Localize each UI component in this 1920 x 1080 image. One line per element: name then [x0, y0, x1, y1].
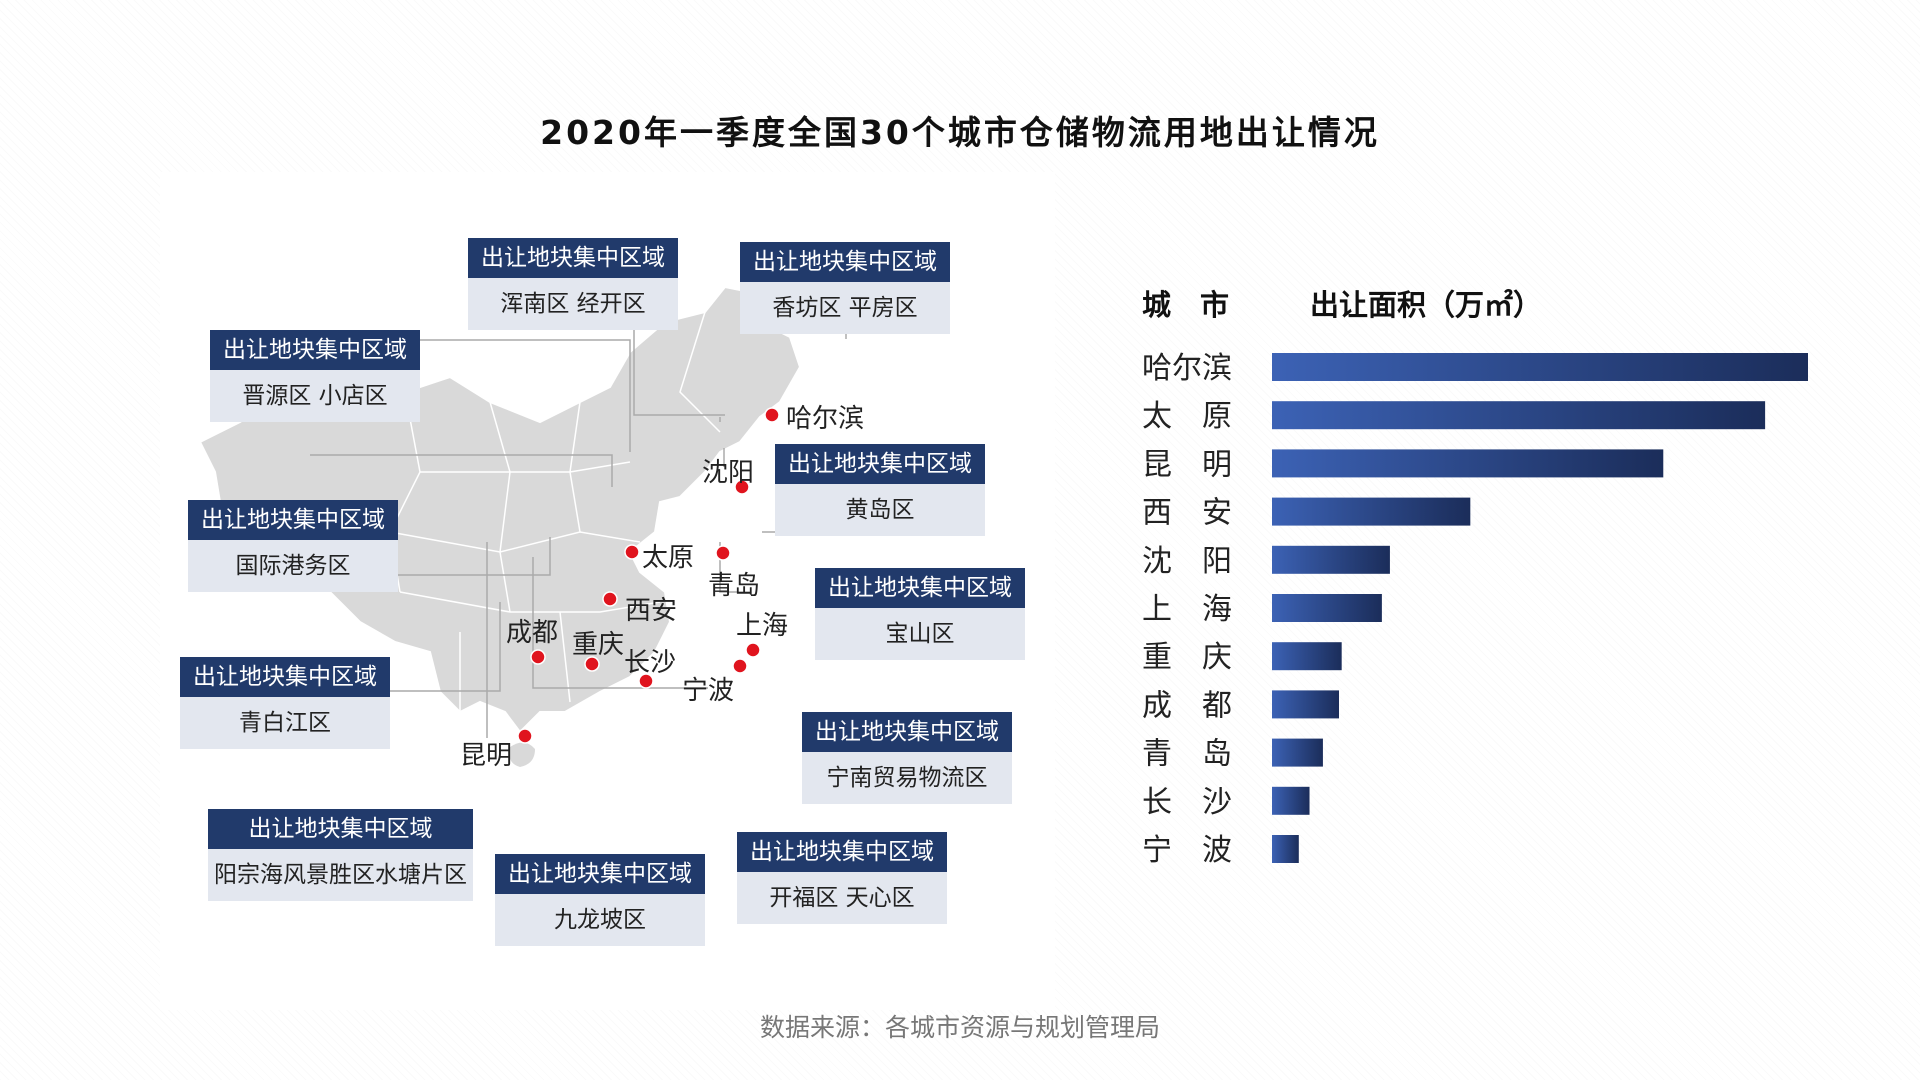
category-label: 成 都: [1142, 688, 1232, 723]
city-dot-chongqing: [584, 656, 600, 672]
city-dot-harbin: [764, 407, 780, 423]
callout-body: 宝山区: [815, 608, 1025, 660]
callout-body: 宁南贸易物流区: [802, 752, 1012, 804]
category-label: 上 海: [1142, 592, 1232, 627]
city-dot-changsha: [638, 673, 654, 689]
callout-header: 出让地块集中区域: [737, 832, 947, 872]
hainan-island: [509, 742, 535, 767]
callout-header: 出让地块集中区域: [495, 854, 705, 894]
callout-header: 出让地块集中区域: [188, 500, 398, 540]
category-label: 长 沙: [1142, 785, 1232, 820]
callout-header: 出让地块集中区域: [208, 809, 473, 849]
category-label: 太 原: [1142, 399, 1232, 434]
bar: [1272, 401, 1766, 430]
callout-body: 香坊区 平房区: [740, 282, 950, 334]
city-label-chongqing: 重庆: [572, 630, 625, 660]
callout-harbin: 出让地块集中区域 香坊区 平房区: [740, 242, 950, 334]
callout-header: 出让地块集中区域: [740, 242, 950, 282]
bar: [1272, 449, 1664, 478]
callout-header: 出让地块集中区域: [180, 657, 390, 697]
bar: [1272, 642, 1342, 671]
callout-qingdao: 出让地块集中区域 黄岛区: [775, 444, 985, 536]
callout-body: 九龙坡区: [495, 894, 705, 946]
city-dots: [517, 407, 780, 744]
bar: [1272, 545, 1390, 574]
category-label: 昆 明: [1142, 447, 1232, 482]
category-label: 沈 阳: [1142, 544, 1232, 579]
map-panel: 哈尔滨 沈阳 太原 青岛 西安 上海 成都 重庆 长沙 宁波 昆明 出让地块集中…: [160, 172, 1055, 1010]
callout-chongqing: 出让地块集中区域 九龙坡区: [495, 854, 705, 946]
callout-body: 青白江区: [180, 697, 390, 749]
callout-body: 国际港务区: [188, 540, 398, 592]
callout-body: 黄岛区: [775, 484, 985, 536]
callout-ningbo: 出让地块集中区域 宁南贸易物流区: [802, 712, 1012, 804]
bar: [1272, 786, 1310, 815]
callout-header: 出让地块集中区域: [802, 712, 1012, 752]
callout-body: 浑南区 经开区: [468, 278, 678, 330]
callout-chengdu: 出让地块集中区域 青白江区: [180, 657, 390, 749]
bar: [1272, 690, 1339, 719]
city-dot-shenyang: [734, 479, 750, 495]
category-label: 西 安: [1142, 496, 1232, 531]
callout-header: 出让地块集中区域: [775, 444, 985, 484]
header-value: 出让面积（万㎡）: [1310, 288, 1542, 322]
header-city: 城 市: [1142, 288, 1229, 322]
province-lines: [389, 311, 721, 712]
callout-changsha: 出让地块集中区域 开福区 天心区: [737, 832, 947, 924]
callout-taiyuan: 出让地块集中区域 晋源区 小店区: [210, 330, 420, 422]
city-label-shanghai: 上海: [736, 611, 789, 641]
bar: [1272, 835, 1299, 863]
callout-kunming: 出让地块集中区域 阳宗海风景胜区水塘片区: [208, 809, 473, 901]
category-label: 宁 波: [1142, 833, 1232, 868]
callout-body: 晋源区 小店区: [210, 370, 420, 422]
bar: [1272, 497, 1471, 526]
city-dot-qingdao: [715, 545, 731, 561]
city-label-shenyang: 沈阳: [702, 458, 755, 488]
city-dot-shanghai: [745, 642, 761, 658]
bar: [1272, 738, 1323, 767]
city-dot-ningbo: [732, 658, 748, 674]
callout-header: 出让地块集中区域: [468, 238, 678, 278]
city-label-chengdu: 成都: [506, 618, 559, 648]
city-label-ningbo: 宁波: [682, 676, 735, 706]
callout-header: 出让地块集中区域: [210, 330, 420, 370]
city-dot-xian: [602, 591, 618, 607]
city-label-xian: 西安: [625, 596, 678, 626]
bar: [1272, 353, 1808, 381]
callout-shenyang: 出让地块集中区域 浑南区 经开区: [468, 238, 678, 330]
source-note: 数据来源：各城市资源与规划管理局: [759, 1013, 1160, 1042]
callout-xian: 出让地块集中区域 国际港务区: [188, 500, 398, 592]
city-label-qingdao: 青岛: [708, 571, 761, 601]
city-dot-taiyuan: [624, 544, 640, 560]
callout-body: 阳宗海风景胜区水塘片区: [208, 849, 473, 901]
city-label-kunming: 昆明: [460, 741, 513, 771]
city-label-harbin: 哈尔滨: [786, 404, 865, 434]
city-dot-kunming: [517, 728, 533, 744]
category-label: 哈尔滨: [1142, 351, 1232, 386]
bar: [1272, 594, 1382, 622]
callout-header: 出让地块集中区域: [815, 568, 1025, 608]
category-label: 重 庆: [1142, 640, 1232, 675]
city-dot-chengdu: [530, 649, 546, 665]
callout-body: 开福区 天心区: [737, 872, 947, 924]
page-title: 2020年一季度全国30个城市仓储物流用地出让情况: [540, 113, 1380, 152]
callout-shanghai: 出让地块集中区域 宝山区: [815, 568, 1025, 660]
category-label: 青 岛: [1142, 737, 1232, 772]
city-label-changsha: 长沙: [624, 648, 677, 678]
city-label-taiyuan: 太原: [642, 543, 695, 573]
